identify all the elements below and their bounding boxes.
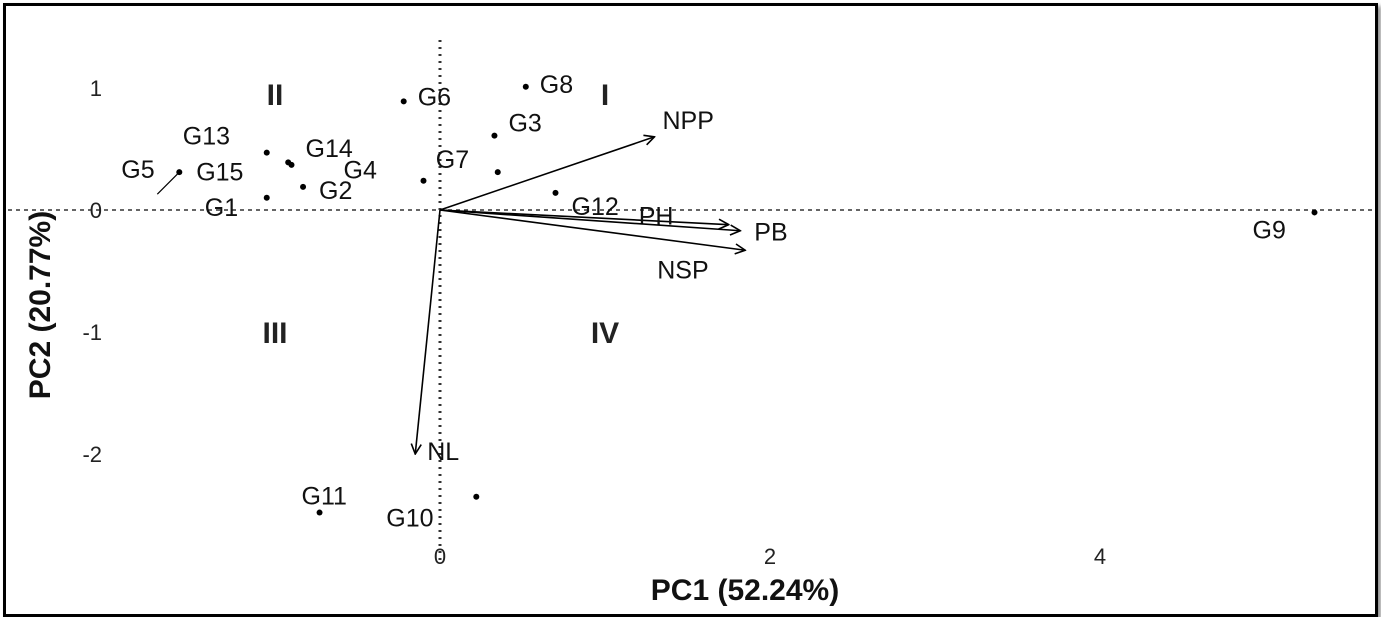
genotype-label: G2 bbox=[319, 177, 352, 205]
genotype-label: G13 bbox=[183, 123, 230, 151]
reference-lines bbox=[8, 40, 1372, 560]
y-tick-label: 0 bbox=[90, 198, 102, 223]
genotype-label: G8 bbox=[540, 71, 573, 99]
genotype-point bbox=[1311, 209, 1318, 216]
axis-ticks: 0 2 4 1 0 -1 -2 bbox=[82, 76, 1106, 569]
loading-arrow bbox=[439, 137, 655, 211]
genotype-point bbox=[263, 194, 270, 201]
x-tick-label: 0 bbox=[434, 544, 446, 569]
genotype-point bbox=[316, 509, 323, 516]
genotype-label: G11 bbox=[302, 483, 347, 511]
genotype-point bbox=[473, 493, 480, 500]
vector-label: PB bbox=[754, 219, 787, 247]
quadrant-label: I bbox=[601, 79, 609, 112]
y-tick-label: -2 bbox=[82, 442, 102, 467]
loading-arrow bbox=[439, 209, 729, 225]
x-axis-title: PC1 (52.24%) bbox=[651, 574, 839, 607]
genotype-label: G14 bbox=[306, 135, 353, 163]
genotype-point bbox=[420, 177, 427, 184]
genotype-label: G5 bbox=[121, 156, 154, 184]
genotype-point bbox=[400, 98, 407, 105]
genotype-point bbox=[263, 149, 270, 156]
y-axis-title: PC2 (20.77%) bbox=[24, 211, 57, 399]
genotype-point bbox=[285, 159, 292, 166]
genotype-label: G3 bbox=[508, 110, 541, 138]
genotype-label: G12 bbox=[572, 193, 619, 221]
vector-label: NSP bbox=[657, 256, 708, 284]
genotype-point bbox=[522, 83, 529, 90]
quadrant-label: III bbox=[262, 317, 287, 350]
loading-arrow bbox=[439, 209, 740, 231]
loading-arrow bbox=[415, 209, 441, 454]
genotype-label: G9 bbox=[1253, 216, 1286, 244]
x-tick-label: 2 bbox=[764, 544, 776, 569]
genotype-label: G10 bbox=[386, 505, 433, 533]
genotype-label: G6 bbox=[418, 83, 451, 111]
label-leader-line bbox=[156, 171, 180, 195]
vector-label: NPP bbox=[663, 107, 714, 135]
loading-arrow bbox=[439, 209, 745, 250]
genotype-point bbox=[491, 132, 498, 139]
quadrant-label: II bbox=[267, 79, 284, 112]
genotype-point bbox=[300, 183, 307, 190]
x-tick-label: 4 bbox=[1094, 544, 1106, 569]
quadrant-label: IV bbox=[591, 317, 619, 350]
genotype-points: G1 G2 G3 G4 G5 G6 G7 G8 G9 G10 G11 G12 G13 G14 G15 bbox=[121, 71, 1318, 533]
chart-frame bbox=[3, 3, 1378, 617]
vector-label: NL bbox=[427, 438, 459, 466]
y-tick-label: -1 bbox=[82, 320, 102, 345]
genotype-point bbox=[494, 169, 501, 176]
y-tick-label: 1 bbox=[90, 76, 102, 101]
genotype-label: G7 bbox=[436, 146, 469, 174]
genotype-label: G4 bbox=[344, 157, 377, 185]
genotype-label: G15 bbox=[196, 158, 243, 186]
genotype-label: G1 bbox=[205, 194, 238, 222]
genotype-point bbox=[552, 189, 559, 196]
